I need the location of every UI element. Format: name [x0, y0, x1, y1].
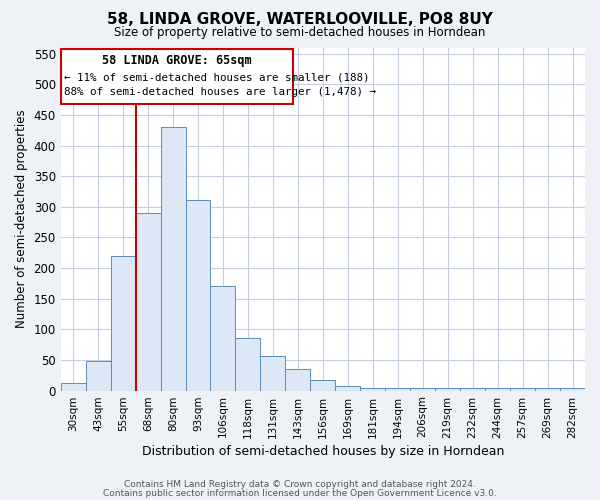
X-axis label: Distribution of semi-detached houses by size in Horndean: Distribution of semi-detached houses by …: [142, 444, 504, 458]
Bar: [385, 388, 410, 390]
Text: 88% of semi-detached houses are larger (1,478) →: 88% of semi-detached houses are larger (…: [64, 86, 376, 97]
Bar: [286, 369, 310, 390]
Bar: [435, 388, 460, 390]
Bar: [136, 213, 161, 390]
Bar: [560, 388, 585, 390]
Bar: [485, 388, 510, 390]
Bar: [335, 386, 360, 390]
Bar: [235, 338, 260, 390]
Bar: [211, 286, 235, 391]
Y-axis label: Number of semi-detached properties: Number of semi-detached properties: [15, 110, 28, 328]
Text: Contains public sector information licensed under the Open Government Licence v3: Contains public sector information licen…: [103, 488, 497, 498]
Bar: [310, 380, 335, 390]
Bar: [61, 382, 86, 390]
Bar: [161, 127, 185, 390]
Text: 58 LINDA GROVE: 65sqm: 58 LINDA GROVE: 65sqm: [102, 54, 251, 66]
Bar: [185, 200, 211, 390]
Text: ← 11% of semi-detached houses are smaller (188): ← 11% of semi-detached houses are smalle…: [64, 72, 369, 82]
Bar: [460, 388, 485, 390]
Bar: [110, 256, 136, 390]
Bar: [510, 388, 535, 390]
Bar: [535, 388, 560, 390]
Text: 58, LINDA GROVE, WATERLOOVILLE, PO8 8UY: 58, LINDA GROVE, WATERLOOVILLE, PO8 8UY: [107, 12, 493, 28]
Text: Contains HM Land Registry data © Crown copyright and database right 2024.: Contains HM Land Registry data © Crown c…: [124, 480, 476, 489]
FancyBboxPatch shape: [61, 48, 293, 104]
Bar: [360, 388, 385, 390]
Bar: [260, 356, 286, 390]
Bar: [86, 361, 110, 390]
Bar: [410, 388, 435, 390]
Text: Size of property relative to semi-detached houses in Horndean: Size of property relative to semi-detach…: [115, 26, 485, 39]
